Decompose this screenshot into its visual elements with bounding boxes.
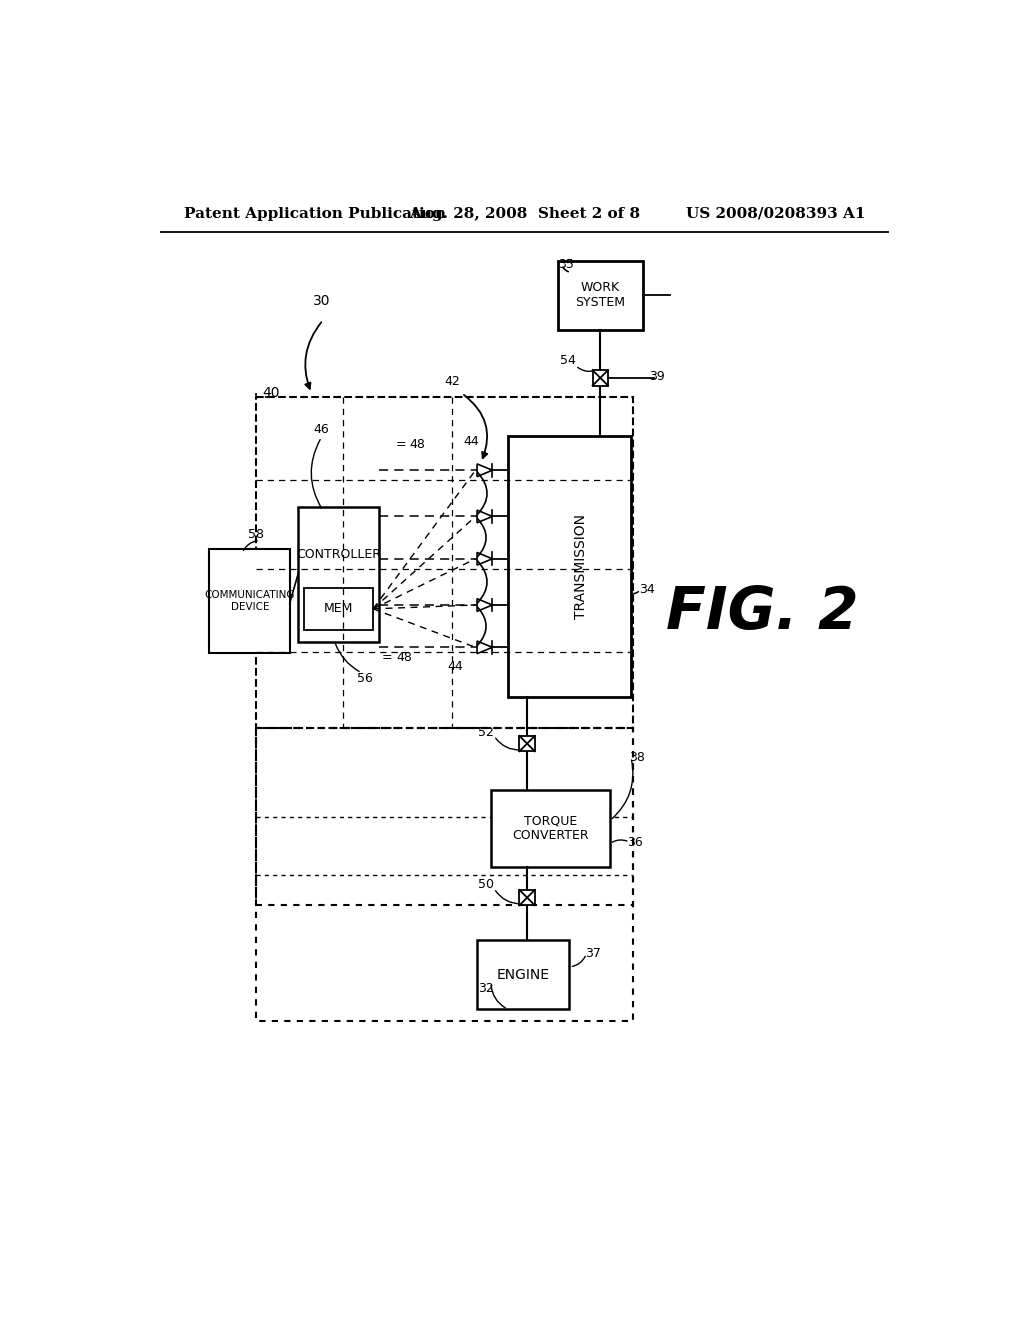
Text: US 2008/0208393 A1: US 2008/0208393 A1 bbox=[686, 207, 866, 220]
Bar bbox=[256, 729, 634, 906]
Text: 44: 44 bbox=[447, 660, 464, 673]
Text: 48: 48 bbox=[396, 651, 412, 664]
Bar bbox=[210, 549, 291, 653]
Text: Patent Application Publication: Patent Application Publication bbox=[184, 207, 446, 220]
Bar bbox=[477, 940, 569, 1010]
Text: 54: 54 bbox=[560, 354, 575, 367]
Text: 56: 56 bbox=[357, 672, 374, 685]
Bar bbox=[508, 436, 631, 697]
Bar bbox=[558, 261, 643, 330]
Text: 32: 32 bbox=[478, 982, 495, 995]
Text: WORK
SYSTEM: WORK SYSTEM bbox=[575, 281, 626, 309]
Text: 42: 42 bbox=[444, 375, 461, 388]
Text: TRANSMISSION: TRANSMISSION bbox=[574, 513, 588, 619]
Text: =: = bbox=[395, 438, 407, 451]
Bar bbox=[256, 397, 634, 729]
Text: 50: 50 bbox=[478, 878, 495, 891]
Text: CONTROLLER: CONTROLLER bbox=[296, 548, 381, 561]
Text: 48: 48 bbox=[410, 438, 426, 451]
Text: MEM: MEM bbox=[324, 602, 353, 615]
Text: 40: 40 bbox=[263, 387, 281, 400]
Text: 52: 52 bbox=[478, 726, 495, 739]
Bar bbox=[298, 507, 379, 642]
Text: 37: 37 bbox=[585, 948, 600, 961]
Text: FIG. 2: FIG. 2 bbox=[666, 585, 858, 642]
Text: 36: 36 bbox=[627, 836, 643, 849]
Text: 44: 44 bbox=[463, 436, 479, 449]
Text: 34: 34 bbox=[639, 583, 654, 597]
Text: 38: 38 bbox=[630, 751, 645, 764]
Bar bbox=[593, 370, 608, 385]
Text: 46: 46 bbox=[313, 422, 330, 436]
Text: 39: 39 bbox=[648, 370, 665, 383]
Bar bbox=[519, 890, 535, 906]
Text: =: = bbox=[382, 651, 392, 664]
Text: ENGINE: ENGINE bbox=[497, 968, 550, 982]
Text: 35: 35 bbox=[558, 259, 573, 271]
Text: Aug. 28, 2008  Sheet 2 of 8: Aug. 28, 2008 Sheet 2 of 8 bbox=[410, 207, 640, 220]
Text: 58: 58 bbox=[248, 528, 264, 541]
Bar bbox=[304, 587, 373, 630]
Text: COMMUNICATING
DEVICE: COMMUNICATING DEVICE bbox=[205, 590, 295, 612]
Bar bbox=[519, 737, 535, 751]
Bar bbox=[256, 729, 634, 1020]
Text: 30: 30 bbox=[312, 294, 331, 308]
Bar bbox=[490, 789, 610, 867]
Text: TORQUE
CONVERTER: TORQUE CONVERTER bbox=[512, 814, 589, 842]
